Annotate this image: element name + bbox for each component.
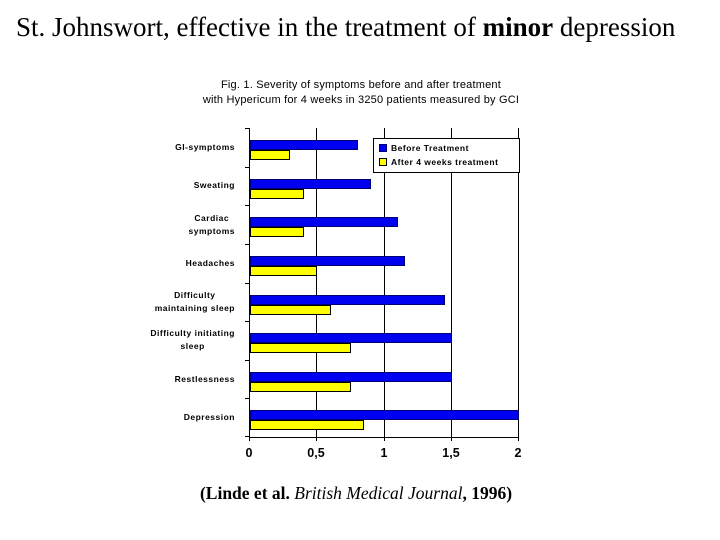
citation-suffix: , 1996) (462, 483, 513, 503)
category-label: Difficulty initiating sleep (131, 321, 241, 360)
category-band (250, 205, 519, 244)
bar-before-treatment (250, 410, 519, 421)
category-label: Headaches (131, 244, 241, 283)
category-axis-tick (245, 360, 249, 361)
bar-after-4-weeks-treatment (250, 188, 304, 199)
slide-title-bold-word: minor (482, 12, 554, 42)
slide-title: St. Johnswort, effective in the treatmen… (16, 12, 716, 43)
category-label: Depression (131, 398, 241, 437)
bar-after-4-weeks-treatment (250, 304, 331, 315)
x-axis-tick-label: 0 (245, 446, 253, 460)
legend-label: Before Treatment (391, 143, 469, 153)
category-label-text: Difficulty initiating sleep (150, 328, 235, 352)
x-axis-tick (316, 437, 317, 441)
legend-item: Before Treatment (379, 142, 517, 154)
x-axis-tick (518, 437, 519, 441)
gridline-2 (518, 128, 519, 437)
bar-after-4-weeks-treatment (250, 343, 351, 354)
category-label-text: Depression (183, 412, 235, 423)
bar-before-treatment (250, 294, 445, 305)
legend-label: After 4 weeks treatment (391, 157, 499, 167)
citation: (Linde et al. British Medical Journal, 1… (0, 483, 712, 504)
slide-title-prefix: St. Johnswort, effective in the treatmen… (16, 12, 483, 42)
citation-prefix: (Linde et al. (199, 483, 295, 503)
chart-title-line-1: Fig. 1. Severity of symptoms before and … (220, 79, 501, 91)
chart-title: Fig. 1. Severity of symptoms before and … (0, 78, 720, 108)
legend: Before Treatment After 4 weeks treatment (373, 138, 520, 173)
gridline-1 (384, 128, 385, 437)
bar-after-4-weeks-treatment (250, 265, 317, 276)
bar-before-treatment (250, 255, 405, 266)
legend-swatch (379, 144, 387, 152)
category-axis-tick (245, 128, 249, 129)
category-axis-tick (245, 283, 249, 284)
x-axis-tick-labels: 0 0,5 1 1,5 2 (245, 446, 522, 462)
category-band (250, 283, 519, 322)
category-axis-tick (245, 436, 249, 437)
bar-after-4-weeks-treatment (250, 150, 290, 160)
category-axis-tick (245, 321, 249, 322)
gridline-0-5 (316, 128, 317, 437)
category-label-text: Difficulty maintaining sleep (154, 289, 235, 313)
bar-before-treatment (250, 333, 452, 344)
category-label-text: Restlessness (174, 373, 235, 384)
category-band (250, 244, 519, 283)
x-axis-tick-label: 0,5 (307, 446, 325, 460)
category-label: Restlessness (131, 360, 241, 399)
bar-after-4-weeks-treatment (250, 420, 364, 431)
slide-title-suffix: depression (553, 12, 676, 42)
plot-area: Before Treatment After 4 weeks treatment (245, 128, 520, 441)
x-axis-tick (384, 437, 385, 441)
category-label-text: GI-symptoms (175, 141, 235, 152)
x-axis-tick-label: 1 (380, 446, 388, 460)
chart-title-line-2: with Hypericum for 4 weeks in 3250 patie… (202, 94, 520, 106)
x-axis-tick (249, 437, 250, 441)
bar-after-4-weeks-treatment (250, 381, 351, 392)
citation-journal: British Medical Journal (294, 483, 463, 503)
category-axis-tick (245, 398, 249, 399)
category-axis-tick (245, 167, 249, 168)
gridline-1-5 (451, 128, 452, 437)
bar-before-treatment (250, 371, 452, 382)
x-axis-tick-label: 2 (514, 446, 522, 460)
category-label: Difficulty maintaining sleep (131, 283, 241, 322)
bar-before-treatment (250, 217, 398, 228)
category-label-text: Cardiac symptoms (188, 212, 235, 236)
category-label-text: Sweating (193, 180, 235, 191)
x-axis-tick-label: 1,5 (442, 446, 460, 460)
legend-item: After 4 weeks treatment (379, 156, 517, 168)
category-band (250, 128, 519, 167)
bar-before-treatment (250, 140, 358, 150)
category-axis-labels: GI-symptoms Sweating Cardiac symptoms Heada… (131, 128, 241, 437)
category-label: Sweating (131, 167, 241, 206)
category-band (250, 167, 519, 206)
category-axis-tick (245, 205, 249, 206)
legend-swatch (379, 158, 387, 166)
category-axis-tick (245, 244, 249, 245)
category-label: GI-symptoms (131, 128, 241, 167)
category-label-text: Headaches (185, 257, 235, 268)
bar-after-4-weeks-treatment (250, 227, 304, 238)
category-band (250, 321, 519, 360)
category-label: Cardiac symptoms (131, 205, 241, 244)
x-axis-tick (451, 437, 452, 441)
category-band (250, 360, 519, 399)
bar-before-treatment (250, 178, 371, 189)
category-band (250, 398, 519, 437)
